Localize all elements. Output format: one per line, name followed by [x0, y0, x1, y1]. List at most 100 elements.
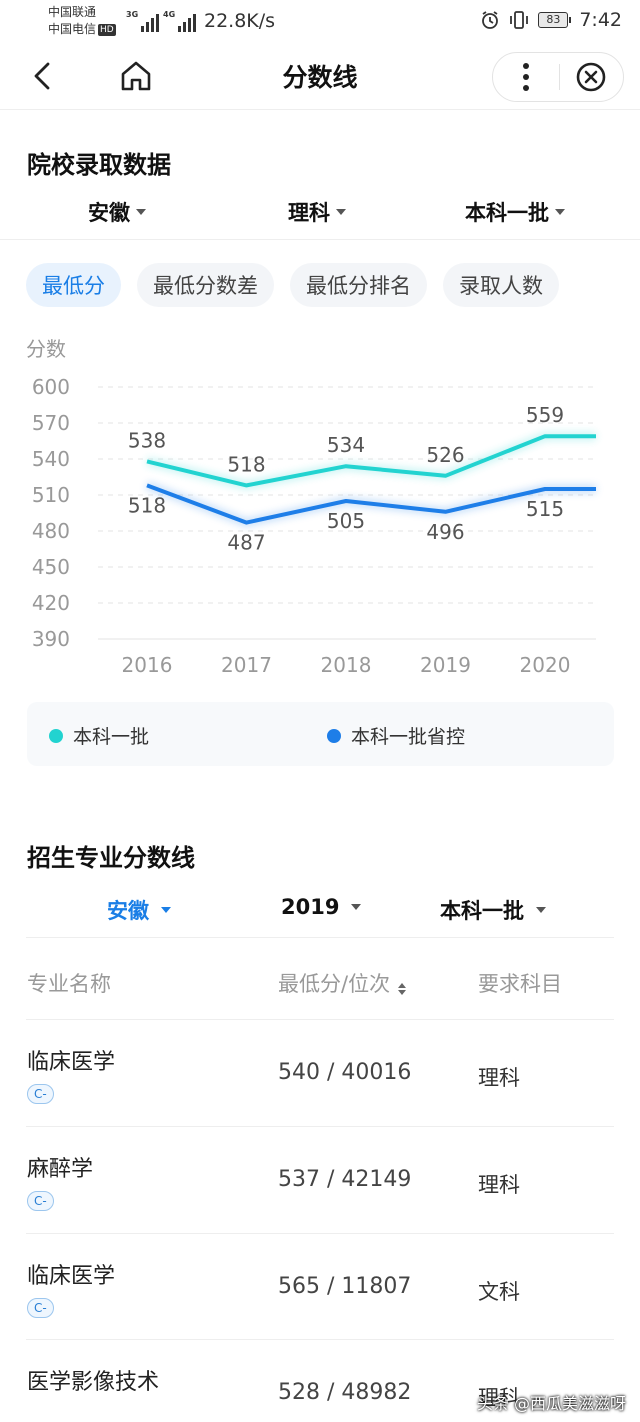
vibrate-icon: [510, 11, 529, 29]
back-icon[interactable]: [26, 58, 62, 94]
majors-section-title: 招生专业分数线: [27, 844, 195, 872]
legend-label: 本科一批: [73, 726, 150, 748]
x-tick-label: 2019: [420, 653, 471, 677]
header-min-score-rank-label: 最低分/位次: [278, 972, 391, 996]
carrier-2: 中国电信: [48, 22, 97, 36]
x-tick-label: 2017: [221, 653, 272, 677]
major-score: 565 / 11807: [278, 1274, 412, 1299]
data-label: 518: [227, 452, 265, 476]
grade-badge: C-: [27, 1191, 54, 1211]
province-filter[interactable]: 安徽: [88, 197, 146, 227]
legend-item-batch1: 本科一批: [49, 722, 149, 749]
battery-icon: 83: [538, 12, 572, 28]
major-subject: 文科: [478, 1280, 520, 1304]
table-row[interactable]: 临床医学 C- 540 / 40016 理科: [0, 1020, 640, 1126]
y-tick-label: 540: [32, 447, 70, 471]
data-label: 515: [526, 497, 564, 521]
score-line-chart: 分数 600 570 540 510 480 450 420 390 538 518 534 526…: [26, 337, 596, 677]
network-gen-2: 4G: [163, 10, 176, 19]
major-name: 麻醉学: [27, 1157, 94, 1182]
battery-level: 83: [538, 12, 569, 28]
data-label: 534: [327, 433, 365, 457]
series-line: [146, 434, 596, 488]
carrier-info: 中国联通 中国电信 HD: [48, 4, 116, 38]
close-icon: [576, 62, 606, 92]
more-icon: [522, 63, 529, 91]
data-label: 559: [526, 403, 564, 427]
more-button[interactable]: [493, 53, 559, 101]
divider: [26, 1233, 614, 1234]
hd-badge: HD: [98, 24, 116, 36]
batch-filter[interactable]: 本科一批: [465, 197, 565, 227]
signal-icon-2: 4G: [163, 10, 197, 32]
divider: [26, 1019, 614, 1020]
blue-dot-icon: [327, 728, 341, 743]
major-name: 临床医学: [27, 1050, 116, 1075]
nav-bar: 分数线: [0, 44, 640, 110]
grade-badge: C-: [27, 1298, 54, 1318]
tab-min-score[interactable]: 最低分: [26, 263, 121, 307]
data-label: 505: [327, 509, 365, 533]
majors-batch-label: 本科一批: [440, 899, 524, 923]
y-tick-label: 570: [32, 411, 70, 435]
chart-legend: 本科一批 本科一批省控: [27, 702, 614, 766]
divider: [0, 239, 640, 240]
carrier-1: 中国联通: [48, 5, 97, 19]
tab-min-score-diff[interactable]: 最低分数差: [137, 263, 274, 307]
header-required-subject: 要求科目: [478, 972, 562, 996]
caret-down-icon: [555, 209, 565, 215]
network-gen-1: 3G: [126, 10, 139, 19]
caret-down-icon: [161, 907, 171, 913]
caret-down-icon: [336, 209, 346, 215]
majors-year-filter[interactable]: 2019: [281, 895, 362, 919]
province-filter-label: 安徽: [88, 201, 130, 225]
y-tick-label: 510: [32, 483, 70, 507]
data-label: 496: [426, 520, 464, 544]
status-bar: 中国联通 中国电信 HD 3G 4G 22.8K/s 83 7:42: [0, 0, 640, 44]
major-score: 540 / 40016: [278, 1060, 412, 1085]
y-tick-label: 600: [32, 375, 70, 399]
network-speed: 22.8K/s: [204, 10, 276, 32]
alarm-icon: [482, 11, 499, 29]
y-tick-label: 420: [32, 591, 70, 615]
major-score: 528 / 48982: [278, 1380, 412, 1405]
header-min-score-rank[interactable]: 最低分/位次: [278, 968, 407, 998]
data-label: 487: [227, 531, 265, 555]
major-subject: 理科: [478, 1173, 520, 1197]
watermark: 头条 @西瓜美滋滋呀: [476, 1394, 626, 1413]
table-row[interactable]: 临床医学 C- 565 / 11807 文科: [0, 1234, 640, 1340]
caret-down-icon: [536, 907, 546, 913]
subject-filter-label: 理科: [288, 201, 330, 225]
tab-min-score-rank[interactable]: 最低分排名: [290, 263, 427, 307]
page-title: 分数线: [282, 63, 358, 92]
legend-label: 本科一批省控: [351, 726, 466, 748]
teal-dot-icon: [49, 728, 63, 743]
caret-down-icon: [351, 904, 362, 910]
x-tick-label: 2016: [122, 653, 173, 677]
sort-icon: [398, 983, 407, 995]
table-row[interactable]: 麻醉学 C- 537 / 42149 理科: [0, 1127, 640, 1233]
major-subject: 理科: [478, 1386, 520, 1410]
x-tick-label: 2018: [321, 653, 372, 677]
subject-filter[interactable]: 理科: [288, 197, 346, 227]
close-button[interactable]: [560, 53, 624, 101]
y-tick-label: 480: [32, 519, 70, 543]
tab-enrollment[interactable]: 录取人数: [443, 263, 559, 307]
majors-batch-filter[interactable]: 本科一批: [440, 895, 546, 925]
data-label: 526: [426, 443, 464, 467]
divider: [26, 1126, 614, 1127]
majors-province-label: 安徽: [107, 899, 149, 923]
major-score: 537 / 42149: [278, 1167, 412, 1192]
signal-icon-1: 3G: [126, 10, 160, 32]
admission-section-title: 院校录取数据: [27, 151, 171, 179]
table-row[interactable]: 医学影像技术 528 / 48982 理科: [0, 1340, 640, 1422]
majors-province-filter[interactable]: 安徽: [107, 895, 171, 925]
y-axis-label: 分数: [26, 337, 66, 361]
major-name: 临床医学: [27, 1264, 116, 1289]
majors-year-label: 2019: [281, 895, 340, 919]
data-label: 538: [128, 428, 166, 452]
y-tick-label: 390: [32, 627, 70, 651]
series-line: [146, 483, 596, 525]
home-icon[interactable]: [116, 58, 156, 94]
legend-item-batch1-control: 本科一批省控: [327, 722, 465, 749]
